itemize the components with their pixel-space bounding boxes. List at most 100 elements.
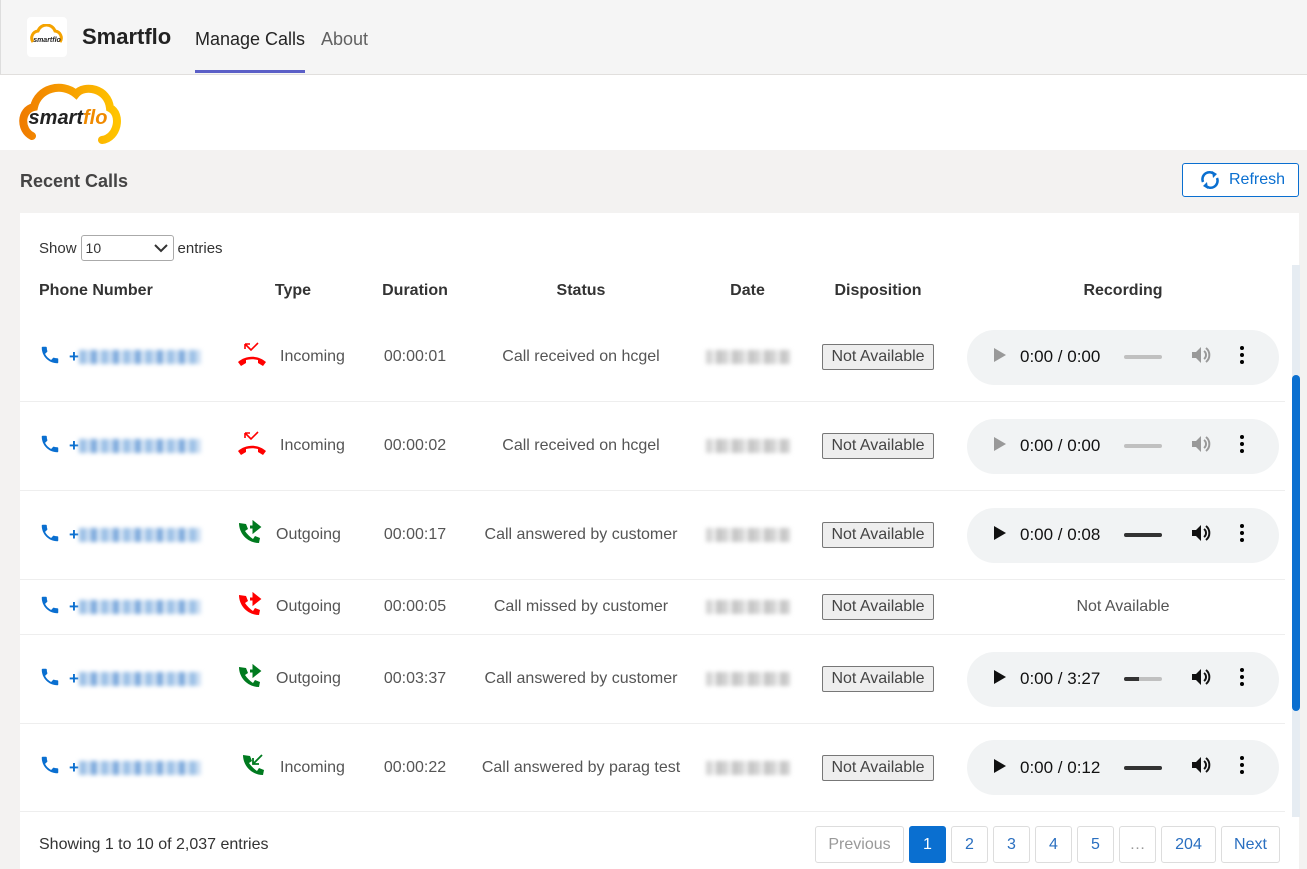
phone-icon[interactable]: [39, 666, 61, 693]
phone-number-link[interactable]: +: [69, 347, 79, 366]
column-header-duration[interactable]: Duration: [382, 282, 448, 299]
duration-cell: 00:03:37: [370, 635, 460, 723]
page-button-3[interactable]: 3: [993, 826, 1030, 863]
page-button-4[interactable]: 4: [1035, 826, 1072, 863]
volume-icon[interactable]: [1192, 435, 1212, 458]
audio-time: 0:00 / 3:27: [1020, 669, 1101, 688]
date-cell: [700, 402, 795, 490]
disposition-badge: Not Available: [822, 433, 934, 459]
phone-icon[interactable]: [39, 522, 61, 549]
page-button-ellipsis: …: [1119, 826, 1156, 863]
date-cell: [700, 580, 795, 634]
show-label: Show: [39, 239, 77, 257]
phone-number-link[interactable]: +: [69, 436, 79, 455]
audio-progress-fill: [1124, 765, 1162, 770]
phone-number-redacted[interactable]: [78, 600, 201, 614]
column-header-status[interactable]: Status: [556, 282, 606, 299]
play-icon[interactable]: [994, 525, 1006, 545]
disposition-cell: Not Available: [818, 580, 938, 634]
status-cell: Call received on hcgel: [461, 402, 701, 490]
call-date-redacted: [705, 350, 790, 364]
tab-manage-calls[interactable]: Manage Calls: [195, 29, 306, 73]
scrollbar-thumb[interactable]: [1292, 375, 1300, 711]
page-button-2[interactable]: 2: [951, 826, 988, 863]
audio-progress-fill: [1124, 533, 1162, 537]
page-button-1[interactable]: 1: [909, 826, 946, 863]
play-icon[interactable]: [994, 758, 1006, 778]
volume-icon[interactable]: [1192, 346, 1212, 369]
more-options-icon[interactable]: [1240, 523, 1244, 547]
column-header-type[interactable]: Type: [274, 282, 312, 299]
phone-number-link[interactable]: +: [69, 525, 79, 544]
phone-number-link[interactable]: +: [69, 597, 79, 616]
audio-player[interactable]: 0:00 / 0:00: [967, 329, 1279, 385]
volume-icon[interactable]: [1192, 524, 1212, 547]
more-options-icon[interactable]: [1240, 434, 1244, 458]
missed-incoming-call-icon: [236, 430, 268, 462]
smartflo-logo: smartflo: [19, 83, 121, 144]
call-date-redacted: [705, 672, 790, 686]
disposition-cell: Not Available: [818, 491, 938, 579]
call-type: Incoming: [280, 758, 345, 776]
more-options-icon[interactable]: [1240, 756, 1244, 779]
recording-cell: 0:00 / 0:12: [967, 724, 1279, 811]
call-duration: 00:03:37: [383, 670, 447, 687]
call-duration: 00:00:05: [383, 598, 447, 615]
page-button-next[interactable]: Next: [1221, 826, 1280, 863]
audio-progress-fill: [1124, 677, 1140, 681]
refresh-button[interactable]: Refresh: [1182, 163, 1299, 197]
call-date-redacted: [705, 600, 790, 614]
phone-cell: +: [39, 313, 201, 401]
phone-number-redacted[interactable]: [78, 672, 201, 686]
call-type: Outgoing: [276, 598, 341, 615]
tab-about[interactable]: About: [321, 29, 369, 49]
phone-icon[interactable]: [39, 344, 61, 371]
audio-player[interactable]: 0:00 / 3:27: [967, 651, 1279, 707]
phone-icon[interactable]: [39, 433, 61, 460]
phone-number-redacted[interactable]: [78, 528, 201, 542]
phone-number-link[interactable]: +: [69, 757, 79, 777]
phone-cell: +: [39, 491, 201, 579]
volume-icon[interactable]: [1192, 756, 1212, 779]
status-cell: Call answered by parag test: [461, 724, 701, 811]
audio-player[interactable]: 0:00 / 0:00: [967, 418, 1279, 474]
phone-number-redacted[interactable]: [78, 439, 201, 453]
play-icon[interactable]: [994, 436, 1006, 456]
recording-cell: Not Available: [967, 580, 1279, 634]
audio-progress-slider[interactable]: [1124, 533, 1162, 537]
audio-progress-slider[interactable]: [1124, 355, 1162, 359]
column-header-disposition[interactable]: Disposition: [834, 282, 922, 299]
call-type: Outgoing: [276, 526, 341, 543]
play-icon[interactable]: [994, 669, 1006, 689]
phone-icon[interactable]: [39, 594, 61, 621]
chevron-down-icon: [153, 244, 168, 253]
date-cell: [700, 635, 795, 723]
column-header-date[interactable]: Date: [730, 282, 765, 299]
status-cell: Call received on hcgel: [461, 313, 701, 401]
phone-number-redacted[interactable]: [78, 350, 201, 364]
audio-progress-slider[interactable]: [1124, 444, 1162, 448]
audio-progress-slider[interactable]: [1124, 765, 1162, 770]
volume-icon[interactable]: [1192, 668, 1212, 691]
page-button-previous[interactable]: Previous: [815, 826, 904, 863]
column-header-recording[interactable]: Recording: [1083, 282, 1163, 299]
page-button-5[interactable]: 5: [1077, 826, 1114, 863]
audio-player[interactable]: 0:00 / 0:08: [967, 507, 1279, 563]
pagination: Previous 1 2 3 4 5… 204 Next: [815, 826, 1280, 863]
page-length-select[interactable]: 10: [80, 235, 174, 261]
phone-number-redacted[interactable]: [78, 760, 201, 775]
table-scrollbar[interactable]: [1292, 265, 1300, 817]
audio-progress-slider[interactable]: [1124, 677, 1162, 681]
audio-player[interactable]: 0:00 / 0:12: [967, 740, 1279, 795]
more-options-icon[interactable]: [1240, 667, 1244, 691]
page-button-204[interactable]: 204: [1161, 826, 1216, 863]
phone-number-link[interactable]: +: [69, 669, 79, 688]
table-row: + Incoming 00:00:02 Call received on hcgel N…: [20, 402, 1285, 491]
phone-icon[interactable]: [39, 754, 61, 781]
more-options-icon[interactable]: [1240, 345, 1244, 369]
column-header-phone[interactable]: Phone Number: [39, 282, 153, 299]
recording-unavailable: Not Available: [1076, 598, 1170, 615]
call-date-redacted: [705, 439, 790, 453]
play-icon[interactable]: [994, 347, 1006, 367]
type-cell: Outgoing: [236, 580, 341, 634]
